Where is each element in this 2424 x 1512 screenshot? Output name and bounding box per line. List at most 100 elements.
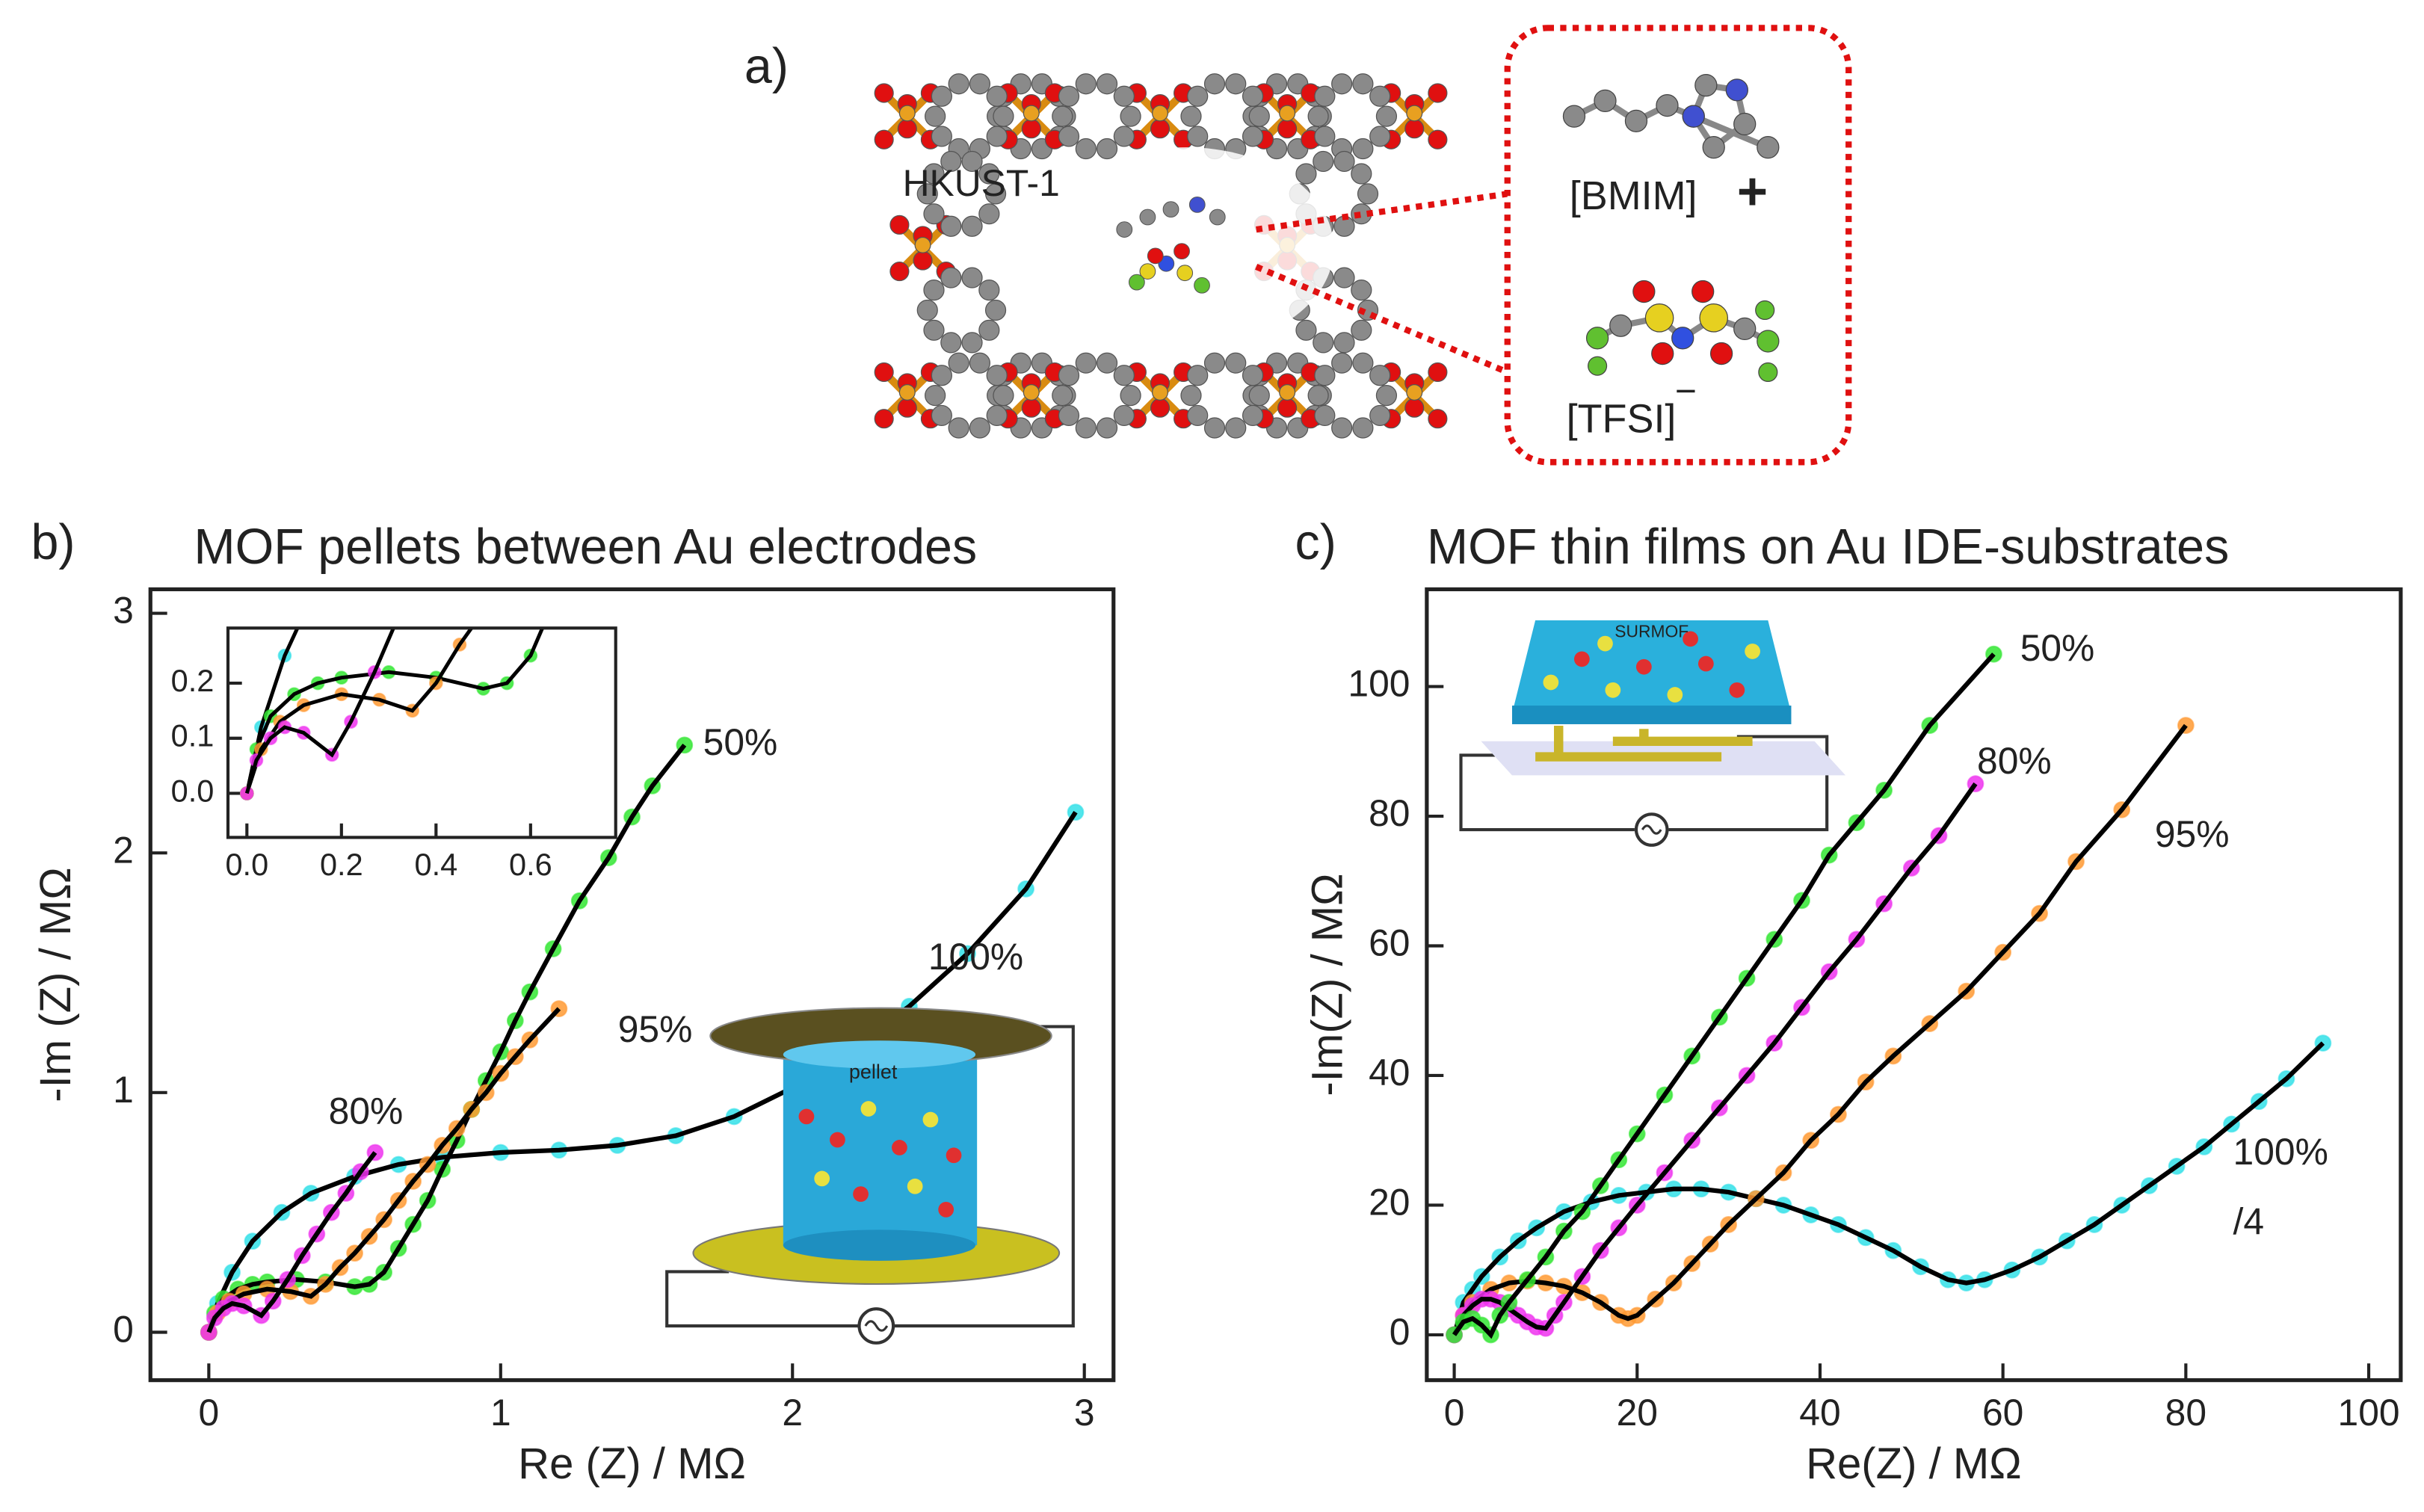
guest-atom: [1188, 196, 1206, 213]
carbon: [1295, 163, 1317, 185]
carbon: [1375, 105, 1398, 127]
oxygen: [1021, 398, 1041, 418]
carbon: [923, 280, 945, 301]
carbon: [1187, 365, 1209, 386]
carbon: [1352, 417, 1374, 439]
anion-atom: [1691, 280, 1715, 303]
carbon: [1075, 138, 1097, 160]
copper: [1151, 105, 1168, 122]
x-tick-label: 60: [1982, 1392, 2023, 1434]
carbon: [969, 352, 990, 374]
fit-line: [244, 628, 474, 794]
carbon: [1357, 183, 1379, 205]
carbon: [1096, 352, 1118, 374]
carbon: [1314, 404, 1336, 427]
inset-plot-area: [239, 628, 545, 800]
carbon: [986, 404, 1008, 427]
carbon: [1058, 365, 1080, 386]
carbon: [1307, 384, 1329, 407]
callout-line: [1256, 191, 1508, 233]
carbon: [1075, 73, 1097, 95]
chart: b) MOF pellets between Au electrodes Re (Z…: [31, 515, 1116, 1488]
guest-atom: [1162, 201, 1179, 218]
carbon: [948, 73, 969, 95]
x-tick-label: 2: [782, 1392, 803, 1434]
anion-atom: [1757, 330, 1780, 353]
fit-line: [1452, 782, 1978, 1336]
callout-box: [1504, 25, 1852, 466]
carbon: [984, 183, 1007, 205]
fit-line: [244, 628, 396, 794]
carbon: [969, 417, 990, 439]
fit-line: [244, 628, 545, 794]
carbon: [940, 150, 962, 173]
y-tick-label: 0.1: [171, 718, 215, 753]
carbon: [931, 85, 952, 107]
x-tick-label: 20: [1617, 1392, 1658, 1434]
carbon: [923, 319, 945, 341]
carbon: [961, 150, 983, 173]
cation-atom: [1624, 109, 1648, 132]
oxygen: [1150, 119, 1171, 139]
copper: [1023, 105, 1040, 122]
wire: [665, 1025, 1075, 1328]
carbon: [931, 126, 952, 147]
carbon: [1331, 352, 1353, 374]
carbon: [1314, 365, 1336, 386]
cation-atom: [1725, 78, 1748, 102]
guest-atom: [1174, 243, 1190, 260]
ion: [1597, 635, 1613, 652]
carbon: [1113, 404, 1135, 427]
carbon: [1369, 85, 1391, 107]
x-tick-label: 40: [1799, 1392, 1840, 1434]
ion: [830, 1132, 845, 1148]
oxygen: [1404, 119, 1425, 139]
ion: [938, 1202, 955, 1218]
ion: [1573, 651, 1590, 667]
carbon: [1058, 85, 1080, 107]
panel-label: c): [1295, 515, 1336, 570]
series-label: 100%: [928, 936, 1023, 978]
ion: [1729, 682, 1745, 698]
copper: [898, 105, 916, 122]
carbon: [1120, 384, 1141, 407]
carbon: [948, 352, 969, 374]
carbon: [940, 267, 962, 288]
anion-atom: [1644, 303, 1674, 333]
ion: [1683, 631, 1698, 647]
y-tick-label: 0: [113, 1309, 134, 1351]
ion: [1605, 682, 1621, 698]
carbon: [1369, 365, 1391, 386]
x-tick-label: 80: [2165, 1392, 2206, 1434]
oxygen: [1021, 119, 1041, 139]
carbon: [1352, 138, 1374, 160]
callout-line: [1255, 264, 1509, 375]
panel-label: b): [31, 515, 75, 570]
ion: [946, 1147, 962, 1164]
oxygen: [897, 398, 917, 418]
fit-line: [1452, 652, 1996, 1339]
y-axis-label: -Im(Z) / MΩ: [1304, 873, 1352, 1096]
copper: [1279, 105, 1296, 122]
inset-background: [228, 628, 616, 838]
oxygen: [1404, 398, 1425, 418]
carbon: [961, 215, 983, 237]
pellet-bottom: [783, 1229, 976, 1261]
carbon: [1313, 332, 1334, 354]
carbon: [1225, 352, 1247, 374]
plot-frame: [1425, 587, 2403, 1383]
oxygen: [1428, 129, 1448, 149]
oxygen: [1150, 398, 1171, 418]
anion-atom: [1609, 314, 1632, 337]
carbon: [1058, 404, 1080, 427]
fit-line: [206, 743, 687, 1333]
carbon: [1203, 417, 1226, 439]
inset-frame: [226, 626, 617, 839]
guest-atom: [1139, 209, 1156, 226]
carbon: [993, 384, 1014, 407]
x-axis-label: Re (Z) / MΩ: [518, 1440, 746, 1488]
carbon: [1113, 365, 1135, 386]
guest-atom: [1176, 265, 1194, 282]
schematic-label: SURMOF: [1615, 622, 1689, 641]
copper: [898, 383, 916, 401]
